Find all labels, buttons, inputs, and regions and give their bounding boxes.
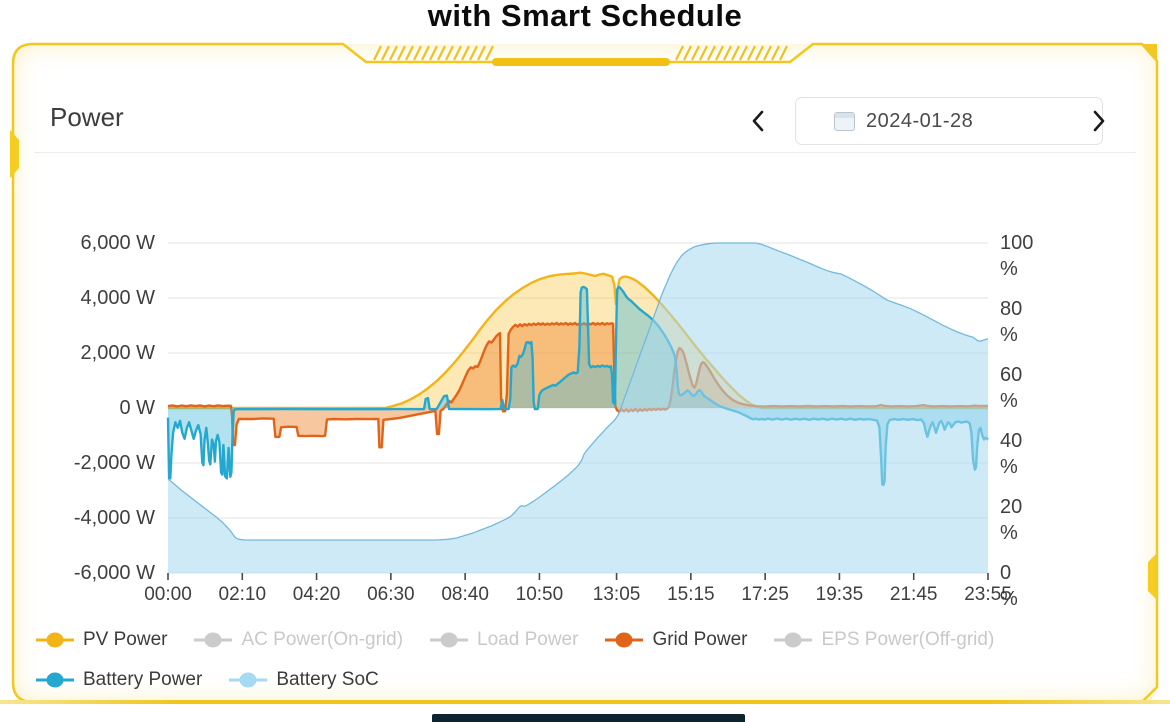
- next-date-button[interactable]: [1089, 108, 1109, 134]
- y-right-tick-label: 100 %: [1000, 232, 1034, 280]
- x-tick-label: 15:15: [667, 584, 715, 605]
- chevron-right-icon: [1093, 110, 1105, 132]
- y-left-tick-label: -4,000 W: [73, 507, 155, 529]
- battery-soc-line: [167, 242, 989, 541]
- x-tick-label: 06:30: [367, 584, 415, 605]
- legend-item-label: Battery Power: [83, 669, 203, 690]
- legend-item-label: Grid Power: [652, 629, 748, 650]
- legend-marker-icon: [605, 632, 644, 648]
- y-left-tick-label: 4,000 W: [80, 287, 155, 309]
- y-left-tick-label: 6,000 W: [80, 232, 155, 254]
- date-value: 2024-01-28: [866, 109, 974, 132]
- y-right-tick-label: 80 %: [1000, 298, 1023, 346]
- page-title: with Smart Schedule: [427, 0, 743, 33]
- bottom-frame-line: [0, 700, 1170, 704]
- grid-power-area: [168, 323, 988, 448]
- chart-legend: PV Power AC Power(On-grid) Load Power Grid …: [36, 620, 1141, 700]
- legend-marker-icon: [36, 672, 74, 688]
- chevron-left-icon: [752, 110, 764, 132]
- y-right-tick-label: 20 %: [1000, 496, 1023, 544]
- section-title: Power: [50, 102, 124, 132]
- header-divider: [34, 152, 1136, 153]
- battery-soc-area: [168, 243, 988, 573]
- legend-item-battery-power[interactable]: Battery Power: [36, 669, 202, 691]
- legend-item-grid-power[interactable]: Grid Power: [605, 629, 747, 651]
- legend-marker-icon: [774, 632, 813, 648]
- legend-item-label: PV Power: [83, 629, 168, 650]
- x-tick-label: 13:05: [592, 584, 641, 605]
- previous-date-button[interactable]: [748, 108, 768, 134]
- x-tick-label: 19:35: [815, 584, 864, 605]
- legend-item-pv-power[interactable]: PV Power: [36, 629, 167, 651]
- battery-power-area: [168, 287, 988, 485]
- y-left-tick-label: -2,000 W: [73, 452, 155, 474]
- y-left-tick-label: 2,000 W: [80, 342, 155, 364]
- legend-item-label: EPS Power(Off-grid): [821, 629, 995, 650]
- legend-row-1: PV Power AC Power(On-grid) Load Power Grid …: [36, 620, 1141, 660]
- legend-row-2: Battery Power Battery SoC: [36, 660, 1141, 700]
- x-tick-label: 17:25: [741, 584, 789, 605]
- legend-item-ac-power-on-grid-[interactable]: AC Power(On-grid): [194, 629, 403, 651]
- legend-marker-icon: [229, 672, 268, 688]
- x-tick-label: 08:40: [441, 584, 489, 605]
- x-tick-label: 23:55: [964, 584, 1012, 605]
- y-right-tick-label: 0 %: [1000, 562, 1018, 610]
- legend-marker-icon: [194, 632, 233, 648]
- y-right-tick-label: 40 %: [1000, 430, 1023, 478]
- x-tick-label: 21:45: [889, 584, 938, 605]
- legend-item-load-power[interactable]: Load Power: [430, 629, 578, 651]
- x-tick-label: 00:00: [144, 584, 192, 605]
- date-picker-input[interactable]: 2024-01-28: [795, 97, 1103, 145]
- legend-item-label: AC Power(On-grid): [241, 629, 404, 650]
- legend-item-eps-power-off-grid-[interactable]: EPS Power(Off-grid): [774, 629, 994, 651]
- y-right-tick-label: 60 %: [1000, 364, 1023, 412]
- x-tick-label: 04:20: [292, 584, 341, 605]
- x-tick-label: 02:10: [218, 584, 267, 605]
- legend-item-battery-soc[interactable]: Battery SoC: [229, 669, 379, 691]
- legend-item-label: Battery SoC: [276, 669, 379, 690]
- legend-marker-icon: [430, 632, 469, 648]
- y-left-tick-label: -6,000 W: [73, 562, 155, 584]
- x-tick-label: 10:50: [515, 584, 564, 605]
- y-left-tick-label: 0 W: [119, 397, 155, 419]
- bottom-dark-bar: [432, 714, 745, 722]
- calendar-icon: [834, 112, 855, 131]
- legend-marker-icon: [36, 632, 74, 648]
- legend-item-label: Load Power: [477, 629, 579, 650]
